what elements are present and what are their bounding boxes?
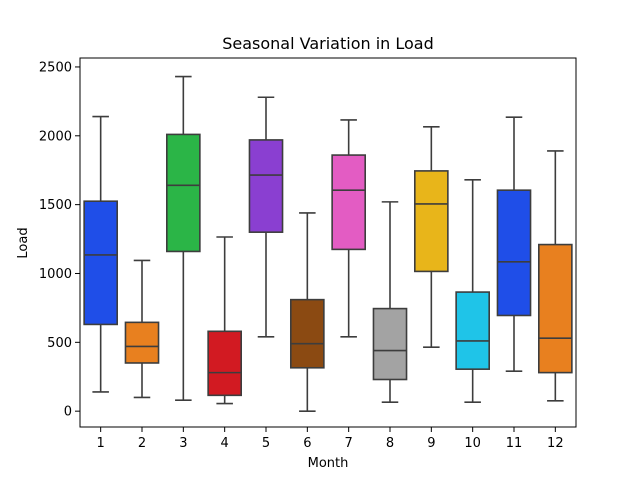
- box-group-month-9: [413, 126, 449, 348]
- box-iqr: [248, 139, 284, 233]
- y-tick-label: 1500: [39, 198, 72, 213]
- box-group-month-3: [166, 75, 201, 401]
- x-axis: 1 2 3 4 5 6 7 8 9 10 11 12: [97, 427, 564, 451]
- y-tick-label: 2500: [39, 60, 72, 75]
- x-tick-label: 4: [221, 436, 229, 451]
- box-iqr: [124, 321, 160, 364]
- box-group-month-11: [496, 116, 532, 373]
- x-tick-label: 12: [547, 436, 564, 451]
- x-tick-label: 7: [345, 436, 353, 451]
- x-axis-label: Month: [308, 456, 349, 471]
- plot-frame: [79, 57, 577, 428]
- box-group-month-1: [83, 115, 118, 393]
- box-iqr: [537, 243, 573, 374]
- x-tick-label: 6: [303, 436, 311, 451]
- box-group-month-6: [289, 212, 325, 412]
- x-tick-label: 3: [179, 436, 187, 451]
- y-tick-label: 2000: [39, 129, 72, 144]
- box-iqr: [496, 189, 532, 317]
- x-tick-label: 1: [97, 436, 105, 451]
- y-axis-label: Load: [16, 227, 31, 258]
- box-iqr: [331, 154, 366, 251]
- y-tick-label: 1000: [39, 267, 72, 282]
- box-iqr: [207, 330, 242, 397]
- box-iqr: [166, 133, 201, 253]
- plot-area: [83, 75, 573, 412]
- x-tick-label: 9: [427, 436, 435, 451]
- x-tick-label: 5: [262, 436, 270, 451]
- box-iqr: [455, 291, 490, 370]
- box-group-month-2: [124, 259, 160, 399]
- x-tick-label: 10: [464, 436, 481, 451]
- box-iqr: [83, 200, 118, 326]
- box-group-month-10: [455, 179, 490, 404]
- box-group-month-5: [248, 96, 284, 338]
- box-iqr: [289, 298, 325, 369]
- x-tick-label: 8: [386, 436, 394, 451]
- chart-title: Seasonal Variation in Load: [222, 34, 434, 53]
- x-tick-label: 2: [138, 436, 146, 451]
- box-group-month-4: [207, 236, 242, 405]
- box-iqr: [372, 307, 408, 381]
- box-group-month-12: [537, 150, 573, 402]
- x-tick-label: 11: [506, 436, 523, 451]
- box-group-month-8: [372, 201, 408, 404]
- y-tick-label: 0: [64, 405, 72, 420]
- box-iqr: [413, 170, 449, 273]
- box-group-month-7: [331, 119, 366, 338]
- y-tick-label: 500: [47, 336, 72, 351]
- y-axis: 0 500 1000 1500 2000 2500: [39, 60, 80, 420]
